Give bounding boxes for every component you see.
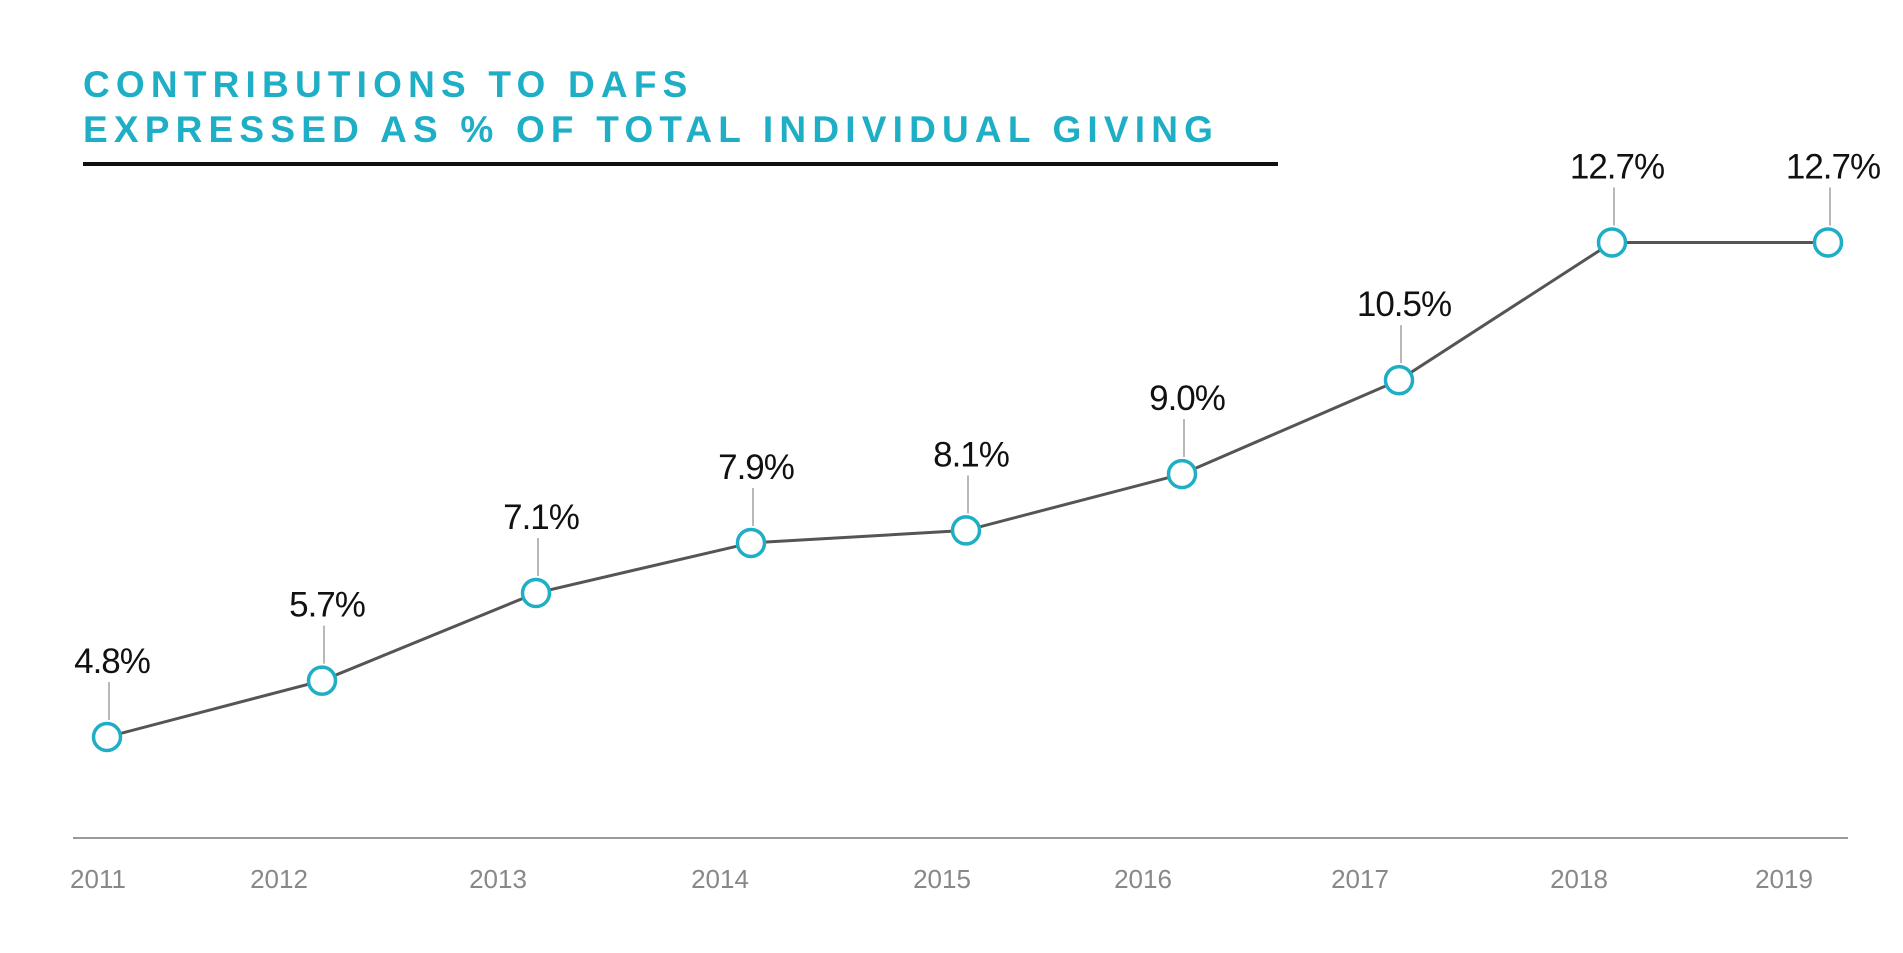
data-label: 8.1% <box>933 435 1009 474</box>
x-tick-label: 2013 <box>469 864 527 894</box>
title-underline <box>83 162 1278 166</box>
data-label: 7.1% <box>503 498 579 537</box>
data-label: 4.8% <box>74 642 150 681</box>
data-point-marker <box>950 515 982 546</box>
chart-title-line-2: EXPRESSED AS % OF TOTAL INDIVIDUAL GIVIN… <box>83 109 1220 150</box>
x-tick-label: 2018 <box>1550 864 1608 894</box>
x-tick-label: 2019 <box>1755 864 1813 894</box>
data-point-marker <box>91 721 123 753</box>
data-label: 5.7% <box>289 586 365 625</box>
x-tick-label: 2014 <box>691 864 749 894</box>
x-tick-label: 2015 <box>913 864 971 894</box>
data-label: 12.7% <box>1570 147 1664 186</box>
data-point-marker <box>1812 227 1844 258</box>
data-point-marker <box>520 577 552 609</box>
data-label: 7.9% <box>718 448 794 487</box>
x-tick-label: 2017 <box>1331 864 1389 894</box>
data-point-marker <box>306 665 338 696</box>
chart-title-line-1: CONTRIBUTIONS TO DAFS <box>83 64 694 105</box>
data-point-marker <box>1383 364 1415 396</box>
x-tick-label: 2012 <box>250 864 308 894</box>
data-label: 12.7% <box>1786 147 1880 186</box>
data-label: 10.5% <box>1357 285 1451 324</box>
data-point-marker <box>1166 458 1198 490</box>
x-tick-label: 2016 <box>1114 864 1172 894</box>
data-label: 9.0% <box>1149 379 1225 418</box>
data-point-marker <box>735 527 767 559</box>
x-tick-label: 2011 <box>70 864 126 894</box>
data-point-marker <box>1596 227 1628 258</box>
